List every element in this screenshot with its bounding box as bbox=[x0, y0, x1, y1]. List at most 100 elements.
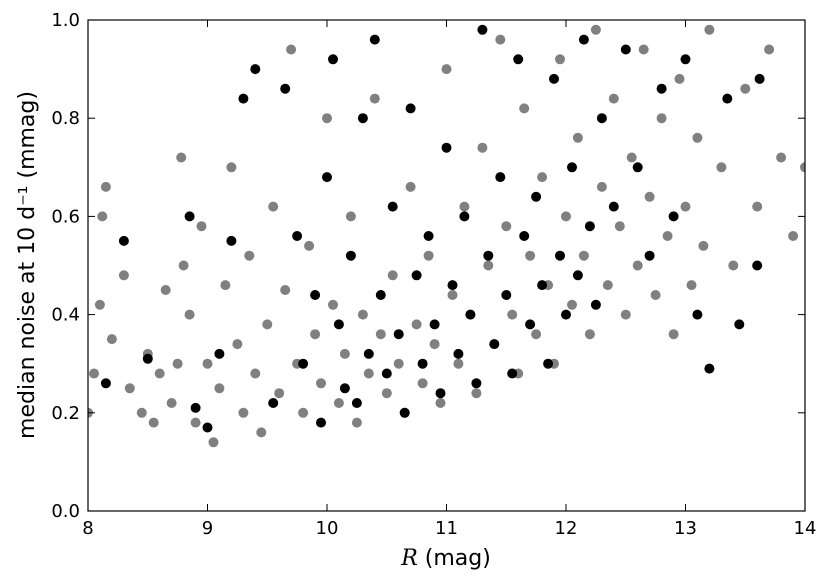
gray-data-point bbox=[519, 103, 530, 114]
black-data-point bbox=[489, 339, 500, 350]
black-data-point bbox=[543, 358, 554, 369]
gray-data-point bbox=[232, 339, 243, 350]
black-data-point bbox=[465, 309, 476, 320]
gray-data-point bbox=[280, 285, 291, 295]
gray-data-point bbox=[190, 417, 201, 428]
black-data-point bbox=[345, 250, 356, 261]
x-tick-label: 14 bbox=[794, 518, 817, 539]
gray-data-point bbox=[555, 54, 565, 65]
gray-data-point bbox=[345, 211, 356, 222]
gray-data-point bbox=[578, 250, 589, 261]
black-data-point bbox=[405, 103, 416, 114]
gray-data-point bbox=[788, 231, 799, 241]
black-data-point bbox=[644, 250, 655, 261]
gray-data-point bbox=[304, 240, 315, 251]
gray-data-point bbox=[262, 319, 273, 330]
gray-data-point bbox=[680, 201, 691, 212]
gray-data-point bbox=[106, 334, 117, 345]
gray-data-point bbox=[614, 221, 625, 232]
gray-data-point bbox=[411, 319, 422, 330]
gray-data-point bbox=[339, 348, 350, 359]
plot-frame bbox=[87, 19, 806, 512]
gray-data-point bbox=[166, 398, 177, 408]
gray-data-point bbox=[483, 260, 494, 271]
black-data-point bbox=[339, 383, 350, 394]
gray-data-point bbox=[286, 44, 297, 55]
gray-data-point bbox=[602, 280, 613, 291]
black-data-point bbox=[351, 398, 362, 408]
gray-data-point bbox=[148, 417, 159, 428]
gray-data-point bbox=[136, 407, 147, 418]
gray-data-point bbox=[393, 358, 404, 369]
gray-data-point bbox=[776, 152, 787, 163]
black-data-point bbox=[417, 358, 428, 369]
black-data-point bbox=[328, 54, 338, 65]
gray-data-point bbox=[638, 44, 649, 55]
black-data-point bbox=[250, 64, 261, 75]
x-tick-label: 13 bbox=[674, 518, 697, 539]
black-data-point bbox=[578, 34, 589, 45]
gray-data-point bbox=[250, 368, 261, 379]
black-data-point bbox=[477, 24, 488, 35]
black-data-point bbox=[596, 113, 607, 124]
gray-data-point bbox=[316, 378, 326, 389]
x-tick-label: 8 bbox=[82, 518, 93, 539]
gray-data-point bbox=[97, 211, 108, 222]
gray-data-point bbox=[94, 299, 105, 310]
gray-data-point bbox=[471, 388, 482, 399]
black-data-point bbox=[525, 319, 536, 330]
black-data-point bbox=[471, 378, 482, 389]
black-data-point bbox=[292, 231, 303, 241]
black-data-point bbox=[423, 231, 434, 241]
gray-data-point bbox=[435, 398, 446, 408]
gray-data-point bbox=[429, 339, 440, 350]
black-data-point bbox=[399, 407, 410, 418]
gray-data-point bbox=[668, 329, 679, 340]
black-data-point bbox=[590, 299, 601, 310]
gray-data-point bbox=[728, 260, 739, 271]
black-data-point bbox=[142, 353, 153, 364]
gray-data-point bbox=[220, 280, 231, 291]
gray-data-point bbox=[369, 93, 380, 104]
y-axis-title: median noise at 10 d⁻¹ (mmag) bbox=[15, 91, 40, 439]
data-points bbox=[88, 24, 805, 448]
gray-data-point bbox=[375, 329, 386, 340]
gray-data-point bbox=[160, 285, 171, 295]
y-tick-label: 0.0 bbox=[51, 501, 80, 522]
black-data-point bbox=[369, 34, 380, 45]
y-tick-label: 0.6 bbox=[51, 206, 80, 227]
x-tick-label: 9 bbox=[202, 518, 213, 539]
gray-data-point bbox=[453, 358, 464, 369]
gray-data-point bbox=[351, 417, 362, 428]
gray-data-point bbox=[178, 260, 189, 271]
black-data-point bbox=[483, 250, 494, 261]
gray-data-point bbox=[387, 270, 398, 281]
gray-data-point bbox=[268, 201, 279, 212]
gray-data-point bbox=[124, 383, 135, 394]
black-data-point bbox=[333, 319, 344, 330]
gray-data-point bbox=[596, 181, 607, 192]
black-data-point bbox=[184, 211, 195, 222]
black-data-point bbox=[375, 290, 386, 300]
black-data-point bbox=[680, 54, 691, 65]
black-data-point bbox=[226, 235, 237, 246]
gray-data-point bbox=[572, 132, 583, 143]
gray-data-point bbox=[525, 250, 536, 261]
gray-data-point bbox=[363, 368, 374, 379]
black-data-point bbox=[435, 388, 446, 399]
black-data-point bbox=[561, 309, 571, 320]
black-data-point bbox=[411, 270, 422, 281]
black-data-point bbox=[453, 348, 464, 359]
y-tick-label: 1.0 bbox=[51, 10, 80, 31]
gray-data-point bbox=[238, 407, 249, 418]
gray-data-point bbox=[662, 231, 673, 241]
gray-data-point bbox=[650, 290, 661, 300]
gray-data-point bbox=[632, 260, 643, 271]
black-data-point bbox=[268, 398, 279, 408]
black-data-point bbox=[608, 201, 619, 212]
gray-data-point bbox=[423, 250, 434, 261]
black-data-point bbox=[734, 319, 745, 330]
black-data-point bbox=[363, 348, 374, 359]
black-data-point bbox=[118, 235, 129, 246]
